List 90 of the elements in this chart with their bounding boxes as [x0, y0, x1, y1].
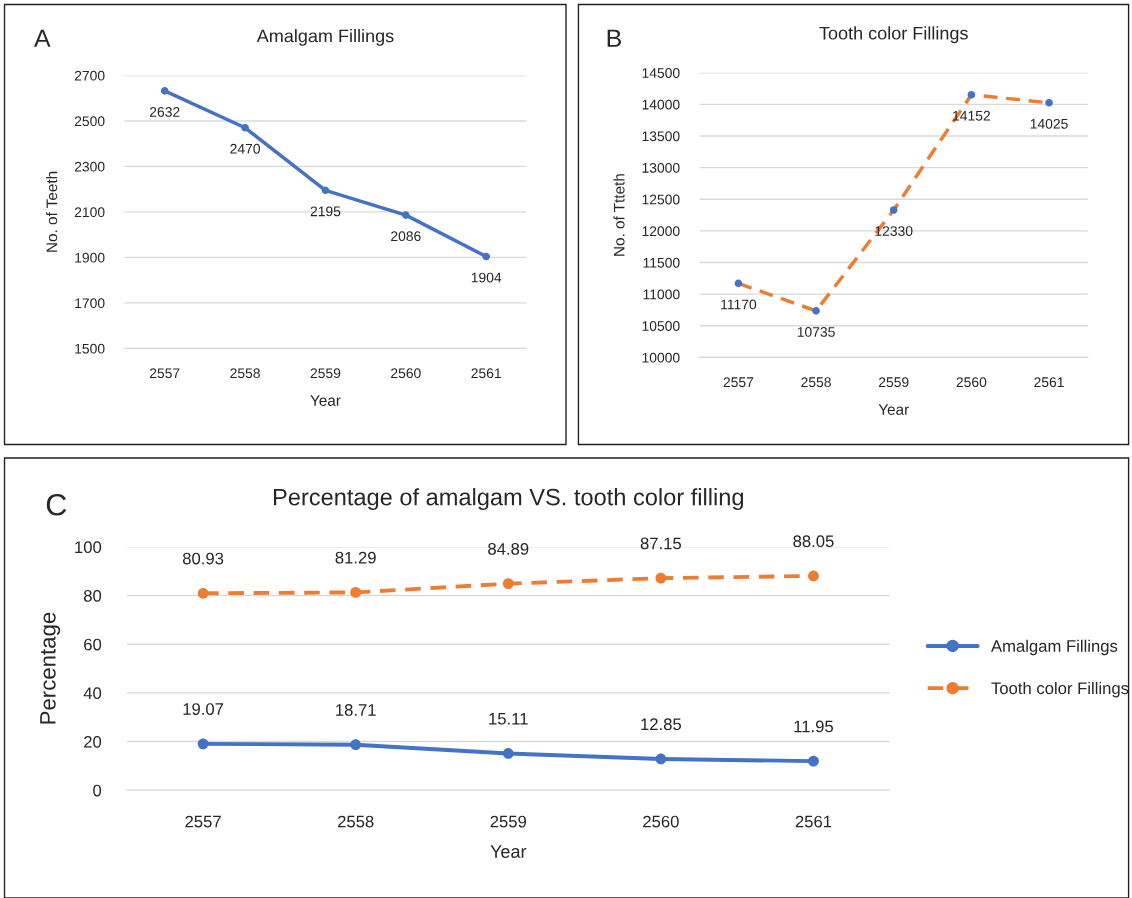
point	[655, 572, 667, 584]
y-tick-label: 2300	[74, 161, 105, 172]
point	[502, 578, 514, 590]
y-tick-label: 13000	[642, 162, 680, 173]
y-tick-label: 20	[84, 735, 102, 748]
y-axis-title: No. of Ttteth	[613, 174, 625, 256]
y-tick-label: 11000	[643, 289, 680, 300]
x-tick-label: 2557	[723, 377, 754, 388]
data-label: 15.11	[489, 712, 528, 725]
x-tick-label: 2559	[878, 377, 909, 388]
data-label: 81.29	[335, 551, 376, 564]
x-tick-label: 2561	[795, 815, 832, 828]
y-tick-label: 0	[93, 784, 102, 797]
y-tick-label: 1900	[75, 252, 105, 263]
x-tick-label: 2559	[310, 368, 341, 379]
y-tick-label: 12500	[642, 194, 680, 205]
data-label: 11170	[721, 299, 757, 310]
data-label: 2195	[310, 206, 341, 217]
point	[160, 87, 169, 95]
point	[321, 186, 330, 195]
x-tick-label: 2558	[337, 815, 374, 828]
y-tick-label: 11500	[643, 257, 680, 268]
point	[402, 211, 410, 219]
x-axis-title: Year	[878, 404, 909, 415]
x-tick-label: 2557	[185, 815, 221, 828]
y-tick-label: 100	[75, 541, 102, 554]
data-label: 87.15	[640, 537, 682, 550]
data-label: 11.95	[794, 720, 833, 733]
y-axis-title: Percentage	[40, 612, 61, 724]
data-label: 1904	[471, 272, 502, 283]
x-tick-label: 2557	[149, 368, 180, 379]
point	[812, 307, 820, 315]
y-tick-label: 2100	[74, 207, 105, 218]
point	[482, 252, 490, 261]
x-tick-label: 2558	[230, 368, 260, 379]
data-label: 19.07	[183, 703, 224, 715]
x-tick-label: 2561	[471, 368, 501, 379]
data-label: 18.71	[336, 704, 376, 716]
point	[502, 748, 514, 759]
y-axis-title: No. of Teeth	[46, 171, 58, 252]
point	[350, 587, 362, 598]
y-tick-label: 1500	[75, 343, 105, 354]
y-tick-label: 14000	[642, 99, 680, 110]
x-tick-label: 2560	[956, 377, 987, 388]
point	[197, 587, 209, 599]
x-axis-title: Year	[490, 845, 527, 858]
y-tick-label: 10000	[642, 352, 680, 363]
point	[655, 753, 667, 765]
text: A	[34, 29, 51, 47]
point	[808, 570, 819, 582]
x-tick-label: 2560	[643, 815, 679, 828]
point	[889, 206, 898, 214]
data-label: 2086	[391, 231, 421, 242]
data-label: 80.93	[182, 552, 224, 565]
chart-title: Percentage of amalgam VS. tooth color filling	[273, 488, 743, 511]
point	[734, 279, 743, 288]
y-tick-label: 14500	[642, 68, 680, 78]
y-tick-label: 80	[83, 589, 102, 602]
point	[808, 755, 819, 767]
chart-title: Tooth color Fillings	[819, 26, 968, 44]
legend-label: Tooth color Fillings	[991, 681, 1129, 698]
point	[967, 90, 976, 99]
x-axis-title: Year	[310, 395, 341, 406]
y-tick-label: 10500	[642, 321, 680, 331]
legend-label: Amalgam Fillings	[991, 639, 1118, 656]
x-tick-label: 2560	[391, 368, 421, 379]
chart-title: Amalgam Fillings	[256, 29, 394, 46]
y-tick-label: 40	[83, 687, 102, 700]
data-label: 2470	[230, 143, 260, 154]
text: B	[607, 29, 621, 47]
data-label: 14025	[1030, 118, 1068, 129]
y-tick-label: 13500	[642, 131, 680, 142]
y-tick-label: 12000	[642, 226, 680, 237]
y-tick-label: 2700	[74, 70, 105, 81]
point	[197, 738, 209, 750]
x-tick-label: 2558	[801, 377, 831, 388]
x-tick-label: 2559	[490, 815, 527, 828]
text: C	[46, 493, 67, 516]
point	[1045, 98, 1053, 107]
data-label: 2632	[149, 107, 180, 117]
data-label: 10735	[797, 327, 835, 337]
point	[241, 123, 249, 132]
y-tick-label: 2500	[74, 116, 105, 127]
x-tick-label: 2561	[1034, 377, 1064, 388]
y-tick-label: 1700	[75, 298, 105, 309]
data-label: 12.85	[641, 718, 682, 731]
point	[350, 739, 362, 751]
data-label: 84.89	[488, 542, 529, 555]
data-label: 88.05	[793, 535, 834, 548]
y-tick-label: 60	[84, 638, 102, 651]
